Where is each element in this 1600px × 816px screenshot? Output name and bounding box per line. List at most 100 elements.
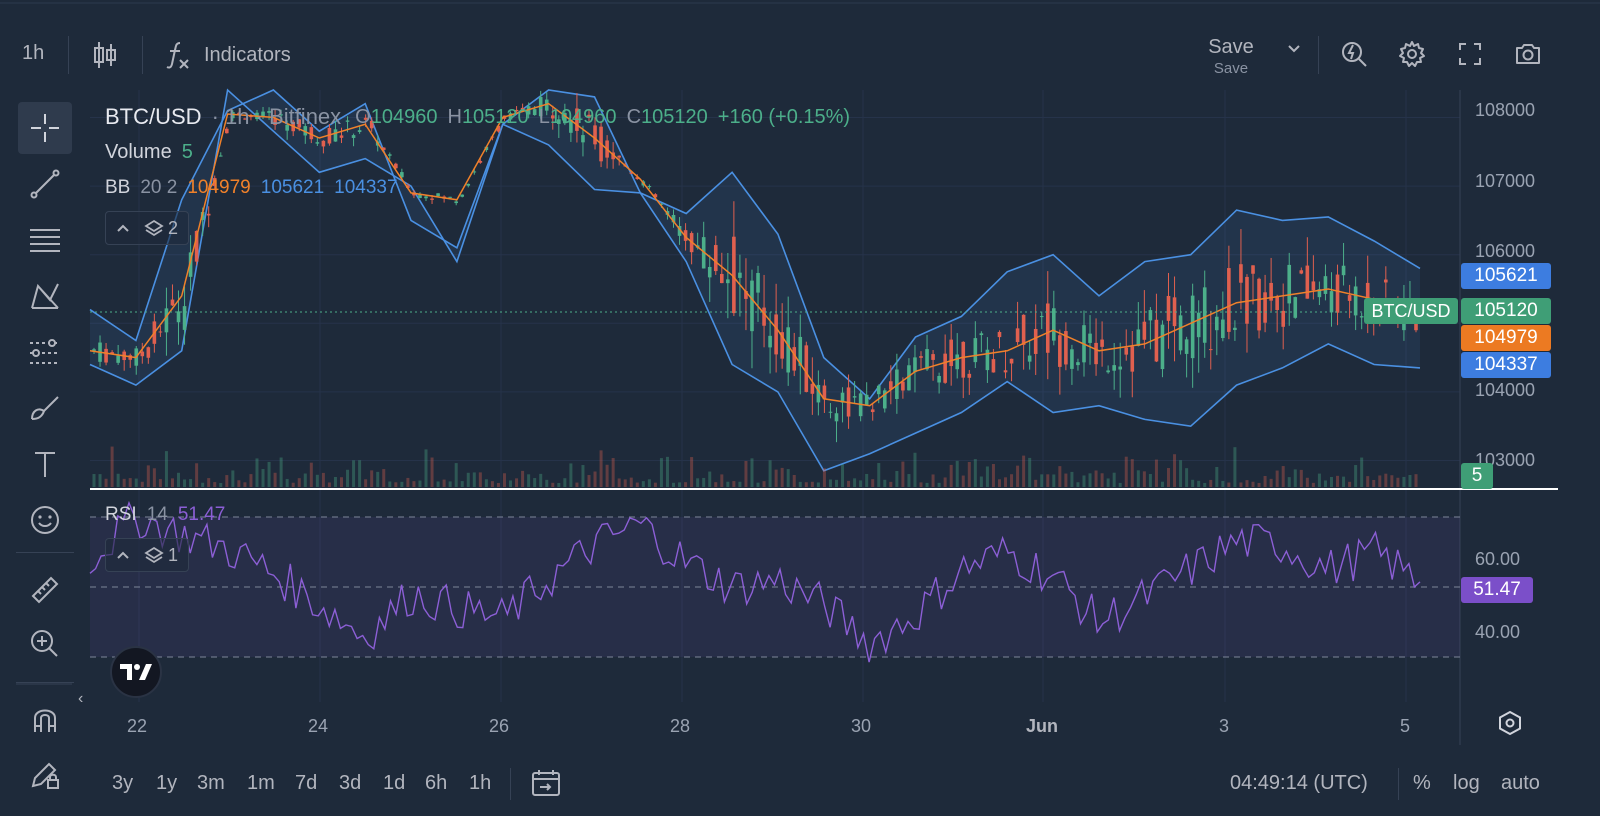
volume-bar <box>623 479 627 487</box>
alerts-button[interactable] <box>1340 40 1368 68</box>
volume-legend[interactable]: Volume 5 <box>105 141 193 164</box>
interval-button[interactable]: 1h <box>22 42 44 65</box>
close-value: 105120 <box>641 105 708 128</box>
prediction-icon <box>30 339 60 364</box>
volume-bar <box>1028 457 1032 487</box>
candle-body <box>1003 370 1008 373</box>
pattern-tool-button[interactable] <box>18 270 72 322</box>
volume-bar <box>1004 477 1008 487</box>
symbol-name[interactable]: BTC/USD <box>105 104 202 129</box>
collapse-toolbar-arrow[interactable]: ‹ <box>78 690 84 707</box>
emoji-tool-button[interactable] <box>18 494 72 546</box>
volume-bar <box>243 482 247 487</box>
tradingview-logo[interactable] <box>110 646 162 698</box>
crosshair-tool-button[interactable] <box>18 102 72 154</box>
volume-bar <box>1082 475 1086 487</box>
volume-bar <box>140 481 144 487</box>
zoom-in-button[interactable] <box>18 618 72 670</box>
range-1m-button[interactable]: 1m <box>247 772 275 794</box>
volume-bar <box>925 482 929 487</box>
volume-bar <box>146 465 150 487</box>
volume-bar <box>1293 469 1297 487</box>
lock-drawings-button[interactable] <box>18 748 72 800</box>
candle-body <box>1251 265 1255 274</box>
candle-body <box>1070 349 1074 369</box>
rsi-pane-legend-toggle[interactable]: 1 <box>105 538 190 572</box>
candle-body <box>653 194 658 198</box>
close-price-tag: 105120 <box>1461 298 1551 324</box>
range-1y-button[interactable]: 1y <box>156 772 178 794</box>
bb-lower-price-tag: 104337 <box>1461 352 1551 378</box>
prediction-tool-button[interactable] <box>18 326 72 378</box>
volume-bar <box>979 476 983 487</box>
main-pane-legend-toggle[interactable]: 2 <box>105 211 190 245</box>
trend-line-tool-button[interactable] <box>18 158 72 210</box>
range-3m-button[interactable]: 3m <box>197 772 225 794</box>
volume-bar <box>303 473 307 487</box>
save-button[interactable]: Save Save <box>1206 36 1256 77</box>
volume-bar <box>424 449 428 487</box>
candle-body <box>104 348 108 363</box>
volume-bar <box>1402 476 1406 487</box>
candle-body <box>713 245 718 272</box>
volume-bar <box>1185 468 1189 487</box>
volume-bar <box>231 470 235 487</box>
volume-bar <box>997 479 1001 487</box>
chevron-up-icon <box>117 224 129 232</box>
auto-scale-toggle[interactable]: auto <box>1501 772 1540 794</box>
candle-body <box>804 345 809 392</box>
volume-bar <box>1366 476 1370 487</box>
volume-bar <box>382 469 386 487</box>
volume-bar <box>702 477 706 487</box>
candles-chart-type-button[interactable] <box>92 40 118 70</box>
candle-body <box>792 347 797 371</box>
settings-button[interactable] <box>1398 40 1426 68</box>
magnet-tool-button[interactable] <box>18 694 72 746</box>
range-1h-button[interactable]: 1h <box>469 772 492 794</box>
candle-body <box>387 154 392 156</box>
high-value: 105120 <box>461 105 529 128</box>
brush-tool-button[interactable] <box>18 382 72 434</box>
snapshot-button[interactable] <box>1514 42 1542 66</box>
range-3y-button[interactable]: 3y <box>112 772 134 794</box>
volume-bar <box>557 482 561 487</box>
candle-body <box>901 381 905 391</box>
range-3d-button[interactable]: 3d <box>339 772 362 794</box>
text-tool-button[interactable] <box>18 438 72 490</box>
volume-bar <box>907 474 911 487</box>
rsi-legend[interactable]: RSI 14 51.47 <box>105 504 225 526</box>
candle-body <box>170 299 175 306</box>
range-7d-button[interactable]: 7d <box>295 772 318 794</box>
go-to-date-button[interactable] <box>530 768 562 803</box>
fullscreen-button[interactable] <box>1458 42 1482 66</box>
volume-bar <box>1148 474 1152 487</box>
layers-icon <box>144 546 164 564</box>
candle-body <box>997 331 1002 338</box>
range-6h-button[interactable]: 6h <box>425 772 448 794</box>
volume-bar <box>1070 471 1074 487</box>
time-tick: 3 <box>1219 716 1230 736</box>
candle-body <box>194 230 199 262</box>
volume-bar <box>189 479 193 487</box>
percent-scale-toggle[interactable]: % <box>1413 772 1431 794</box>
save-menu-button[interactable] <box>1287 44 1301 54</box>
volume-bar <box>1227 482 1231 487</box>
volume-bar <box>412 481 416 487</box>
axis-settings-button[interactable] <box>1497 710 1523 741</box>
indicators-button[interactable]: Indicators <box>166 40 291 70</box>
volume-bar <box>853 478 857 487</box>
range-1d-button[interactable]: 1d <box>383 772 406 794</box>
log-scale-toggle[interactable]: log <box>1453 772 1480 794</box>
toolbar-divider <box>1318 36 1319 74</box>
utc-clock[interactable]: 04:49:14 (UTC) <box>1230 772 1368 794</box>
bb-legend[interactable]: BB 20 2 104979 105621 104337 <box>105 177 398 199</box>
measure-tool-button[interactable] <box>18 564 72 616</box>
volume-bar <box>1378 475 1382 487</box>
volume-bar <box>496 482 500 487</box>
candle-body <box>816 384 821 403</box>
volume-bar <box>1167 468 1171 487</box>
toolbar-divider <box>1398 768 1399 800</box>
candle-body <box>907 365 911 391</box>
horizontal-lines-tool-button[interactable] <box>18 214 72 266</box>
